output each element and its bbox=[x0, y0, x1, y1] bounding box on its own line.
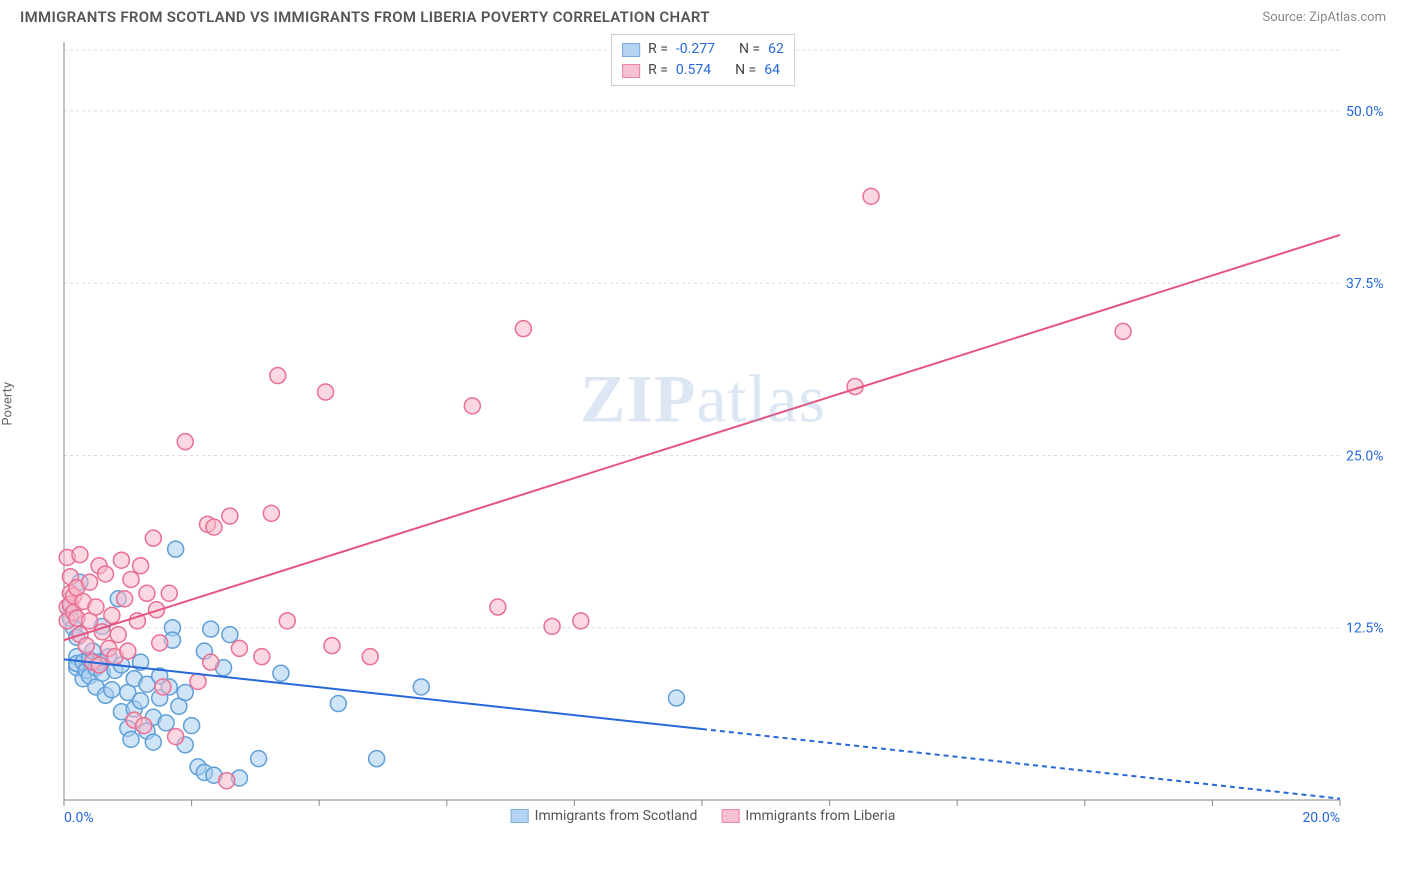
swatch-scotland bbox=[622, 43, 640, 57]
swatch-scotland-icon bbox=[511, 809, 529, 823]
swatch-liberia bbox=[622, 64, 640, 78]
svg-text:37.5%: 37.5% bbox=[1346, 276, 1384, 292]
chart-header: IMMIGRANTS FROM SCOTLAND VS IMMIGRANTS F… bbox=[0, 0, 1406, 30]
y-axis-label: Poverty bbox=[1, 382, 16, 426]
svg-text:20.0%: 20.0% bbox=[1302, 810, 1340, 826]
svg-text:25.0%: 25.0% bbox=[1346, 448, 1384, 464]
n-label: N = bbox=[739, 39, 760, 60]
stats-row-scotland: R = -0.277 N = 62 bbox=[622, 39, 784, 60]
legend-item-scotland: Immigrants from Scotland bbox=[511, 808, 698, 824]
bottom-legend: Immigrants from Scotland Immigrants from… bbox=[511, 808, 896, 824]
n-value-liberia: 64 bbox=[764, 60, 780, 81]
legend-item-liberia: Immigrants from Liberia bbox=[721, 808, 895, 824]
swatch-liberia-icon bbox=[721, 809, 739, 823]
legend-label-scotland: Immigrants from Scotland bbox=[535, 808, 698, 824]
chart-title: IMMIGRANTS FROM SCOTLAND VS IMMIGRANTS F… bbox=[20, 8, 710, 26]
svg-text:50.0%: 50.0% bbox=[1346, 104, 1384, 120]
stats-legend: R = -0.277 N = 62 R = 0.574 N = 64 bbox=[611, 34, 795, 86]
r-label: R = bbox=[648, 39, 668, 60]
n-value-scotland: 62 bbox=[768, 39, 784, 60]
r-value-scotland: -0.277 bbox=[676, 39, 715, 60]
svg-text:0.0%: 0.0% bbox=[64, 810, 94, 826]
r-value-liberia: 0.574 bbox=[676, 60, 711, 81]
chart-source: Source: ZipAtlas.com bbox=[1262, 10, 1386, 25]
stats-row-liberia: R = 0.574 N = 64 bbox=[622, 60, 784, 81]
legend-label-liberia: Immigrants from Liberia bbox=[745, 808, 895, 824]
svg-text:12.5%: 12.5% bbox=[1346, 621, 1384, 637]
n-label: N = bbox=[735, 60, 756, 81]
chart-container: Poverty 12.5%25.0%37.5%50.0%0.0%20.0% ZI… bbox=[20, 30, 1386, 850]
scatter-chart: 12.5% 25.0% 37.5% 50.0% 0.0% 20.0% bbox=[20, 30, 1386, 850]
source-link[interactable]: ZipAtlas.com bbox=[1309, 10, 1386, 25]
source-prefix: Source: bbox=[1262, 10, 1309, 25]
r-label: R = bbox=[648, 60, 668, 81]
